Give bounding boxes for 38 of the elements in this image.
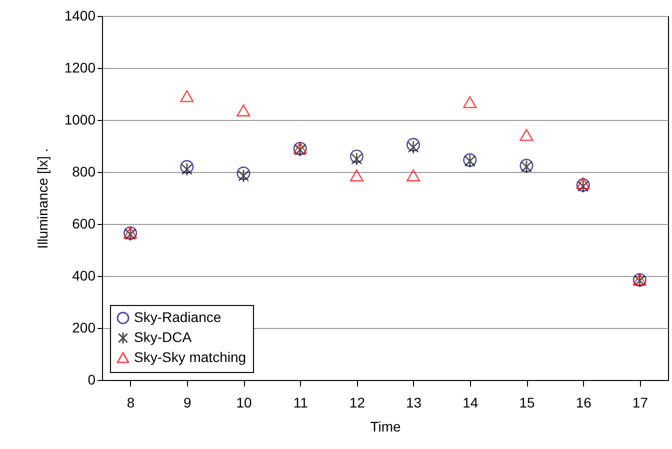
point — [351, 152, 362, 166]
x-tick-label: 11 — [293, 394, 308, 410]
x-tick-label: 9 — [184, 394, 192, 410]
point — [576, 177, 590, 190]
point — [350, 150, 364, 164]
y-tick-label: 400 — [72, 268, 96, 284]
x-tick-label: 14 — [462, 394, 478, 410]
point — [520, 128, 534, 141]
x-tick-label: 10 — [236, 394, 252, 410]
y-tick-label: 800 — [72, 164, 96, 180]
point — [463, 96, 477, 108]
legend-label: Sky-DCA — [134, 329, 192, 345]
y-tick-label: 1000 — [64, 112, 96, 128]
y-tick-label: 1400 — [64, 8, 96, 24]
point — [180, 160, 194, 174]
point — [406, 169, 420, 182]
x-axis-title: Time — [370, 418, 402, 434]
x-tick-label: 13 — [406, 394, 422, 410]
legend-label: Sky-Sky matching — [134, 349, 246, 365]
x-tick-label: 15 — [519, 394, 535, 410]
point — [180, 90, 194, 102]
point — [181, 162, 192, 176]
x-tick-label: 8 — [126, 394, 135, 410]
y-tick-label: 200 — [72, 320, 96, 336]
y-tick-label: 600 — [72, 216, 96, 232]
point — [238, 169, 250, 183]
point — [408, 140, 419, 154]
point — [236, 104, 250, 116]
legend-label: Sky-Radiance — [134, 309, 222, 325]
x-tick-label: 16 — [576, 394, 592, 410]
y-tick-label: 0 — [88, 372, 96, 388]
point — [350, 169, 364, 182]
y-tick-label: 1200 — [64, 60, 96, 76]
x-tick-label: 12 — [349, 394, 366, 410]
y-axis-title: Illuminance [lx] . — [34, 148, 50, 249]
point — [406, 138, 420, 152]
point — [236, 166, 250, 180]
x-tick-label: 17 — [632, 394, 648, 410]
